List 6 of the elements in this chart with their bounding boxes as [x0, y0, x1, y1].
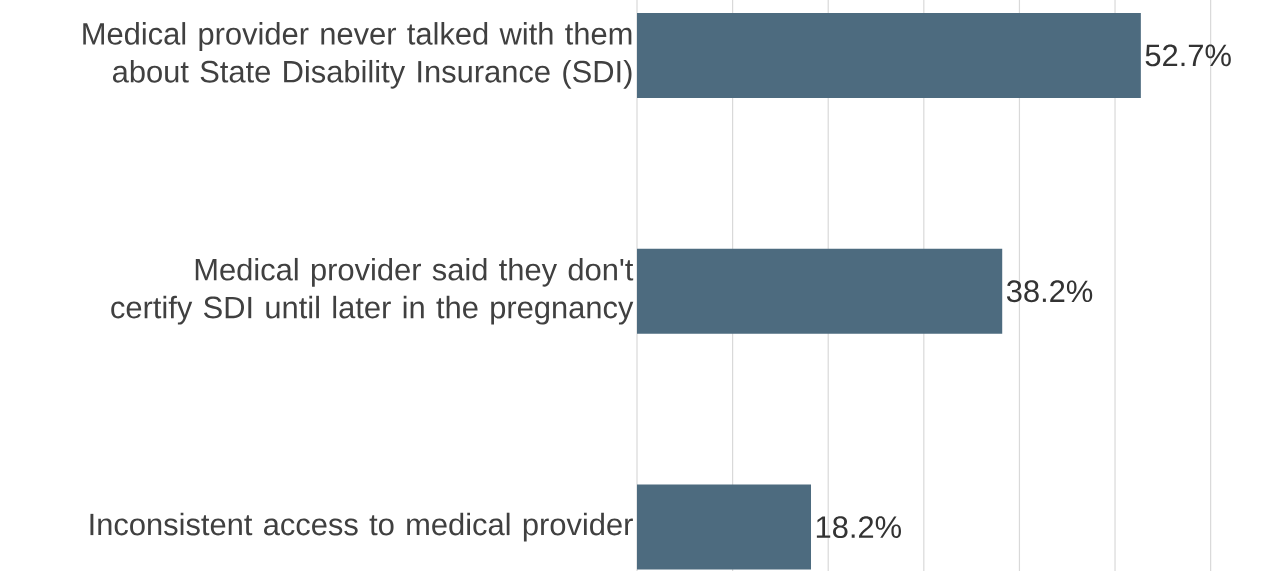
data-label: 38.2%	[1006, 280, 1093, 303]
y-tick-label: Medical provider said they don't certify SDI until later in the pregnancy	[111, 257, 634, 325]
y-tick-label: Medical provider never talked with them about State Disability Insurance (SDI)	[83, 22, 632, 89]
data-label: 52.7%	[1145, 44, 1231, 67]
y-tick-label: Inconsistent access to medical provider	[90, 512, 633, 542]
data-label: 18.2%	[816, 516, 901, 539]
